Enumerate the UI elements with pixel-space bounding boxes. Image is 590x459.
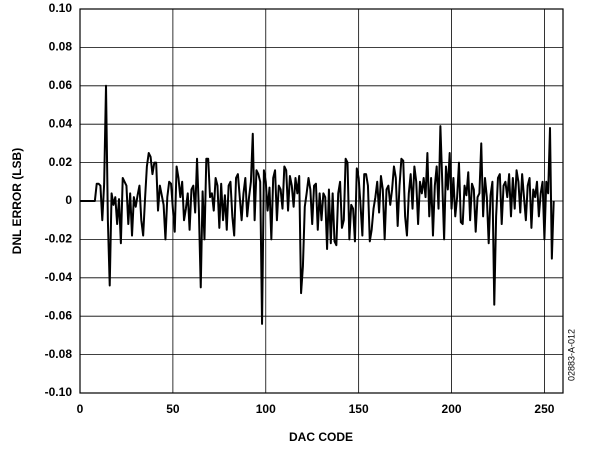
x-tick-label: 150 [349,402,369,416]
figure-code: 02883-A-012 [566,329,576,381]
x-tick-label: 100 [256,402,276,416]
y-tick-label: 0.10 [49,1,73,15]
y-tick-label: -0.06 [45,308,73,322]
y-tick-label: -0.02 [45,232,73,246]
data-line [80,84,555,325]
y-tick-label: 0.02 [49,155,73,169]
y-tick-label: 0.04 [49,116,73,130]
x-tick-label: 0 [77,402,84,416]
y-tick-label: 0 [65,193,72,207]
x-tick-label: 50 [166,402,180,416]
x-tick-label: 250 [534,402,554,416]
y-tick-label: 0.06 [49,78,73,92]
y-axis-label: DNL ERROR (LSB) [10,148,24,254]
y-tick-label: -0.10 [45,385,73,399]
y-tick-label: -0.04 [45,270,73,284]
x-tick-label: 200 [442,402,462,416]
x-axis-label: DAC CODE [289,430,353,444]
y-tick-label: -0.08 [45,347,73,361]
y-tick-label: 0.08 [49,40,73,54]
